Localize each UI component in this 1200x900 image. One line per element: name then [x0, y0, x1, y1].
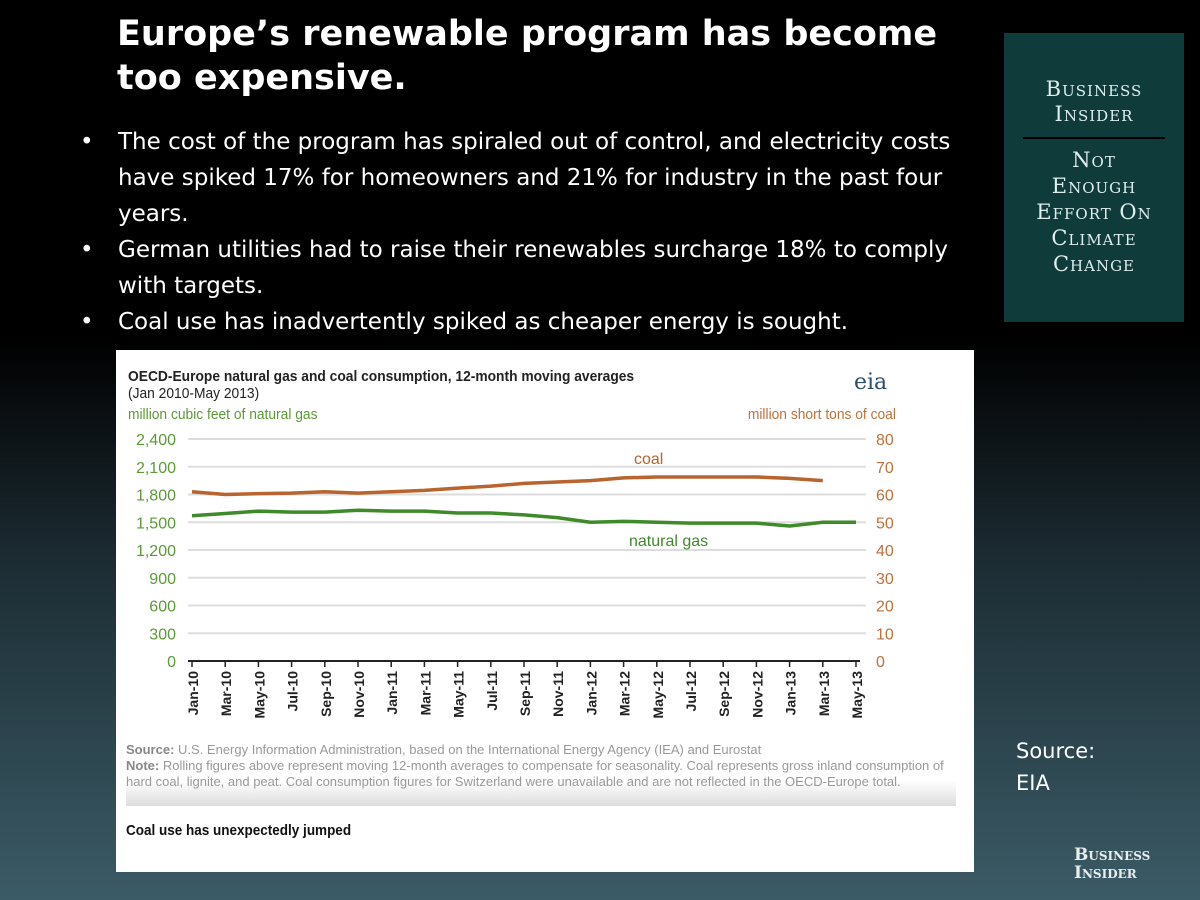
x-tick-label: Mar-13 [816, 671, 832, 716]
x-tick-label: Nov-12 [749, 671, 765, 718]
bullet-item: • The cost of the program has spiraled ou… [80, 124, 960, 232]
brand-line: Effort On [1036, 200, 1152, 224]
series-label-coal: coal [634, 451, 663, 468]
note-text: Rolling figures above represent moving 1… [126, 758, 944, 789]
y-axis-left-label: million cubic feet of natural gas [128, 406, 318, 423]
bullet-text: Coal use has inadvertently spiked as che… [118, 309, 849, 335]
x-tick-label: Sep-12 [716, 671, 732, 717]
x-tick-label: May-10 [251, 671, 267, 719]
y-tick-right: 60 [876, 488, 894, 505]
x-tick-label: Nov-11 [550, 671, 566, 717]
business-insider-logo: Business Insider [1074, 846, 1150, 882]
x-tick-label: May-11 [451, 671, 467, 718]
bullet-glyph: • [80, 129, 94, 155]
x-tick-label: Jul-10 [285, 671, 301, 712]
y-tick-right: 50 [876, 515, 894, 532]
x-tick-label: Sep-10 [318, 671, 334, 717]
eia-logo: eia [854, 370, 888, 395]
source-label: Source: [1016, 739, 1096, 763]
y-tick-right: 0 [876, 654, 885, 671]
series-label-natural-gas: natural gas [629, 533, 708, 550]
y-tick-right: 80 [876, 432, 894, 449]
x-tick-label: May-12 [650, 671, 666, 719]
chart-caption: Coal use has unexpectedly jumped [126, 822, 352, 839]
y-tick-left: 1,800 [136, 488, 176, 505]
chart-svg: 0 0 300 10 600 20 900 30 1,200 40 1,500 50 1,800 60 2,… [136, 432, 894, 719]
y-tick-left: 300 [149, 626, 176, 643]
source-label: Source: [126, 742, 175, 757]
x-tick-label: Jan-13 [783, 671, 799, 716]
bullet-text: German utilities had to raise their rene… [118, 237, 948, 299]
bullet-glyph: • [80, 309, 94, 335]
bullet-text: The cost of the program has spiraled out… [118, 129, 951, 227]
note-label: Note: [126, 758, 160, 773]
slide-title: Europe’s renewable program has become to… [117, 14, 938, 98]
x-tick-label: Jan-11 [384, 671, 400, 715]
y-axis-right-label: million short tons of coal [747, 406, 896, 423]
series-line-natural-gas [191, 508, 856, 528]
brand-box: Business Insider Not Enough Effort On Cli… [1004, 33, 1184, 322]
series-line-coal [191, 475, 823, 497]
brand-line: Business [1045, 77, 1143, 101]
bullet-item: • Coal use has inadvertently spiked as ch… [80, 304, 960, 340]
logo-line: Business [1074, 845, 1151, 865]
brand-line: Not [1072, 148, 1116, 172]
x-tick-label: May-13 [849, 671, 865, 719]
x-tick-label: Sep-11 [517, 671, 533, 716]
brand-line: Change [1052, 252, 1136, 276]
y-tick-left: 900 [149, 571, 176, 588]
x-tick-label: Jan-12 [583, 671, 599, 716]
y-tick-right: 10 [876, 626, 894, 643]
x-tick-label: Mar-11 [417, 671, 433, 716]
y-tick-left: 1,200 [136, 543, 176, 560]
y-tick-left: 2,100 [136, 460, 176, 477]
y-tick-left: 2,400 [136, 432, 176, 449]
divider [1023, 137, 1165, 139]
chart-subtitle: (Jan 2010-May 2013) [128, 385, 260, 402]
slide-source: Source: EIA [1016, 735, 1095, 799]
chart-notes: Source: U.S. Energy Information Administ… [126, 742, 956, 806]
x-tick-label: Mar-12 [617, 671, 633, 716]
y-tick-left: 0 [167, 654, 176, 671]
brand-line: Enough [1051, 174, 1137, 198]
bullet-item: • German utilities had to raise their ren… [80, 232, 960, 304]
y-tick-left: 600 [149, 599, 176, 616]
x-tick-label: Nov-10 [351, 671, 367, 718]
source-value: EIA [1016, 771, 1050, 795]
x-tick-label: Jul-12 [683, 671, 699, 712]
chart-title: OECD-Europe natural gas and coal consump… [128, 368, 635, 385]
x-tick-label: Mar-10 [218, 671, 234, 716]
brand-line: Insider [1054, 102, 1134, 126]
y-tick-right: 40 [876, 543, 894, 560]
x-tick-label: Jan-10 [185, 671, 201, 716]
y-tick-right: 20 [876, 599, 894, 616]
logo-line: Insider [1074, 863, 1137, 883]
bullet-list: • The cost of the program has spiraled ou… [80, 124, 960, 340]
y-tick-right: 30 [876, 571, 894, 588]
chart-panel: 0 0 300 10 600 20 900 30 1,200 40 1,500 50 1,800 60 2,… [116, 350, 974, 872]
bullet-glyph: • [80, 237, 94, 263]
y-tick-left: 1,500 [136, 515, 176, 532]
y-tick-right: 70 [876, 460, 894, 477]
brand-line: Climate [1051, 226, 1137, 250]
source-text: U.S. Energy Information Administration, … [174, 742, 762, 757]
x-tick-label: Jul-11 [484, 671, 500, 711]
